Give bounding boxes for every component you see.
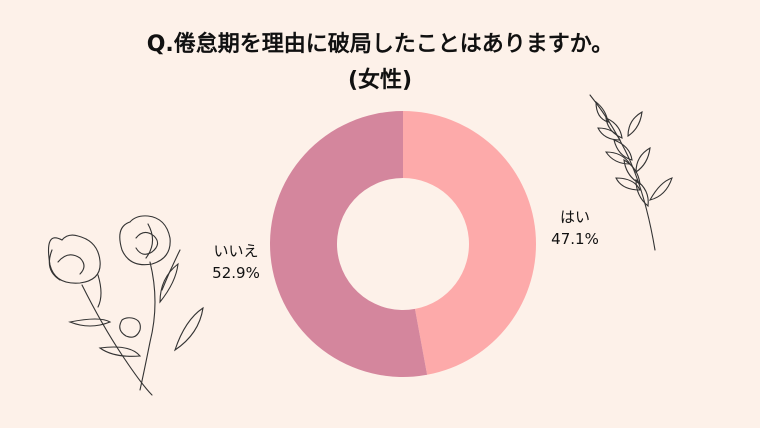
- label-hai-value: 47.1%: [551, 230, 599, 248]
- label-iie-category: いいえ: [213, 242, 259, 260]
- chart-title-line1: Q.倦怠期を理由に破局したことはありますか。: [146, 32, 614, 57]
- donut-slice-1: [270, 111, 428, 377]
- label-iie: いいえ 52.9%: [198, 240, 274, 284]
- label-hai-category: はい: [559, 208, 590, 226]
- chart-title-line2: (女性): [347, 68, 413, 93]
- donut-slice-0: [403, 111, 537, 375]
- label-iie-value: 52.9%: [212, 264, 260, 282]
- label-hai: はい 47.1%: [540, 206, 610, 250]
